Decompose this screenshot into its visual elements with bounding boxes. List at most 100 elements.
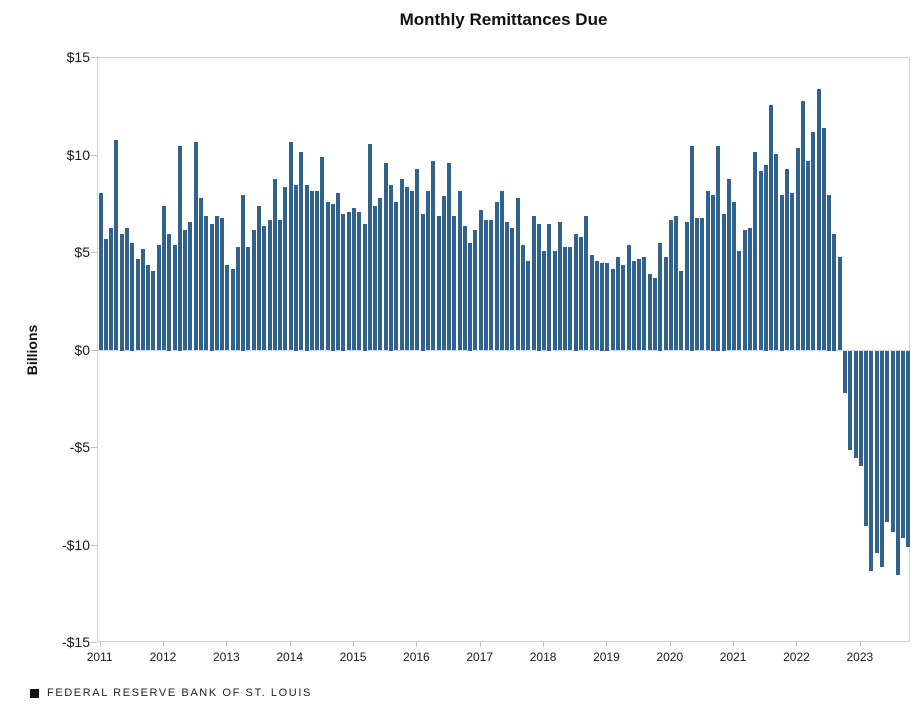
bar	[536, 223, 541, 351]
bar	[716, 145, 721, 351]
x-tick-label: 2012	[149, 650, 177, 664]
y-tick-mark	[91, 154, 97, 156]
y-tick-label: -$5	[69, 439, 90, 455]
x-tick-label: 2013	[212, 650, 240, 664]
bar	[542, 251, 547, 351]
bar	[753, 151, 758, 351]
bar	[885, 350, 890, 523]
bar	[352, 208, 357, 351]
bar	[605, 262, 610, 351]
bar	[151, 270, 156, 351]
bar	[732, 202, 737, 351]
x-tick-mark	[733, 642, 735, 647]
bar	[441, 196, 446, 351]
bar	[473, 229, 478, 351]
x-tick-label: 2021	[719, 650, 747, 664]
x-tick-mark	[162, 642, 164, 647]
bar	[515, 198, 520, 351]
bar	[161, 206, 166, 351]
bar	[462, 225, 467, 351]
bar	[610, 268, 615, 351]
bar	[848, 350, 853, 450]
bar	[457, 190, 462, 351]
bar	[394, 202, 399, 351]
bar	[103, 239, 108, 351]
y-tick-mark	[91, 252, 97, 253]
bar	[705, 190, 710, 351]
bar	[689, 145, 694, 351]
bar	[520, 245, 525, 351]
bar	[721, 214, 726, 351]
bar	[737, 251, 742, 351]
bar	[695, 217, 700, 351]
bar	[172, 245, 177, 351]
bar	[246, 247, 251, 351]
bar	[140, 249, 145, 351]
bar	[906, 350, 911, 548]
bar	[510, 227, 515, 351]
bar	[864, 350, 869, 526]
bar	[658, 243, 663, 351]
x-tick-mark	[859, 642, 861, 647]
square-bullet-icon	[30, 688, 39, 698]
y-tick-label: $15	[66, 49, 90, 65]
bar	[325, 202, 330, 351]
bar	[267, 219, 272, 351]
bar	[584, 215, 589, 351]
bar	[410, 190, 415, 351]
bar	[367, 143, 372, 351]
bar	[700, 217, 705, 351]
bar	[837, 256, 842, 351]
bar	[663, 256, 668, 351]
bar	[425, 190, 430, 351]
bar	[526, 260, 531, 351]
bar	[447, 163, 452, 351]
bar	[272, 178, 277, 351]
bar	[193, 141, 198, 351]
bar	[800, 100, 805, 351]
bar	[573, 233, 578, 351]
bar	[293, 184, 298, 351]
bar	[299, 151, 304, 351]
bar	[616, 256, 620, 351]
x-tick-label: 2017	[466, 650, 494, 664]
y-tick-label: -$10	[61, 536, 90, 553]
bar	[869, 350, 874, 571]
x-tick-mark	[353, 642, 355, 647]
x-tick-mark	[226, 642, 228, 647]
bar	[594, 260, 599, 351]
bar	[478, 210, 483, 351]
plot-area	[97, 57, 911, 642]
source-attribution: FEDERAL RESERVE BANK OF ST. LOUIS	[30, 687, 312, 699]
bar	[779, 194, 784, 351]
bar	[684, 221, 689, 351]
bar	[436, 215, 441, 351]
x-tick-mark	[99, 642, 101, 647]
bar	[204, 215, 209, 351]
y-tick-mark	[91, 447, 97, 448]
bar	[895, 350, 900, 575]
bar	[346, 212, 351, 351]
bar	[890, 350, 895, 532]
bar	[563, 247, 568, 351]
y-tick-mark	[91, 57, 97, 58]
x-tick-mark	[479, 642, 481, 647]
bar	[600, 262, 605, 351]
bar	[288, 141, 293, 351]
bar	[156, 245, 161, 351]
bar	[668, 219, 673, 351]
bar	[399, 178, 404, 351]
bar	[188, 221, 193, 351]
bar	[547, 223, 552, 351]
y-tick-mark	[91, 349, 97, 351]
bar	[790, 192, 795, 351]
bar	[832, 233, 837, 351]
bar	[341, 214, 346, 351]
bar	[357, 212, 362, 351]
bar	[568, 247, 573, 351]
x-tick-mark	[416, 642, 418, 647]
bar	[262, 225, 267, 351]
bar	[130, 243, 135, 351]
bar	[389, 184, 393, 351]
chart-title: Monthly Remittances Due	[399, 10, 608, 29]
